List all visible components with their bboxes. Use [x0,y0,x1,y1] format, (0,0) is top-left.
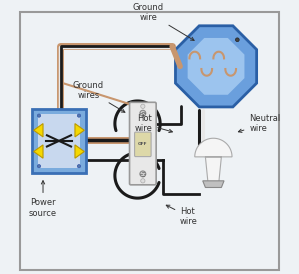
Text: Power
source: Power source [29,181,57,218]
FancyBboxPatch shape [135,132,151,157]
Circle shape [140,171,146,177]
FancyBboxPatch shape [32,109,86,173]
Polygon shape [176,26,257,107]
Polygon shape [195,138,232,184]
Circle shape [141,179,145,183]
FancyBboxPatch shape [129,102,156,185]
FancyBboxPatch shape [38,114,80,167]
Polygon shape [75,124,84,137]
Polygon shape [203,181,224,187]
Text: Neutral
wire: Neutral wire [238,114,280,133]
Polygon shape [188,38,245,95]
Polygon shape [34,124,43,137]
Text: Hot
wire: Hot wire [134,114,173,133]
Polygon shape [75,145,84,158]
Text: Ground
wire: Ground wire [132,3,194,40]
Circle shape [77,114,80,117]
Circle shape [37,165,41,168]
Circle shape [141,104,145,109]
Text: Ground
wires: Ground wires [73,81,125,112]
Circle shape [236,38,239,42]
Circle shape [37,114,41,117]
Circle shape [140,110,146,116]
Circle shape [77,165,80,168]
Polygon shape [34,145,43,158]
Text: Hot
wire: Hot wire [166,205,198,227]
Text: OFF: OFF [138,142,148,145]
